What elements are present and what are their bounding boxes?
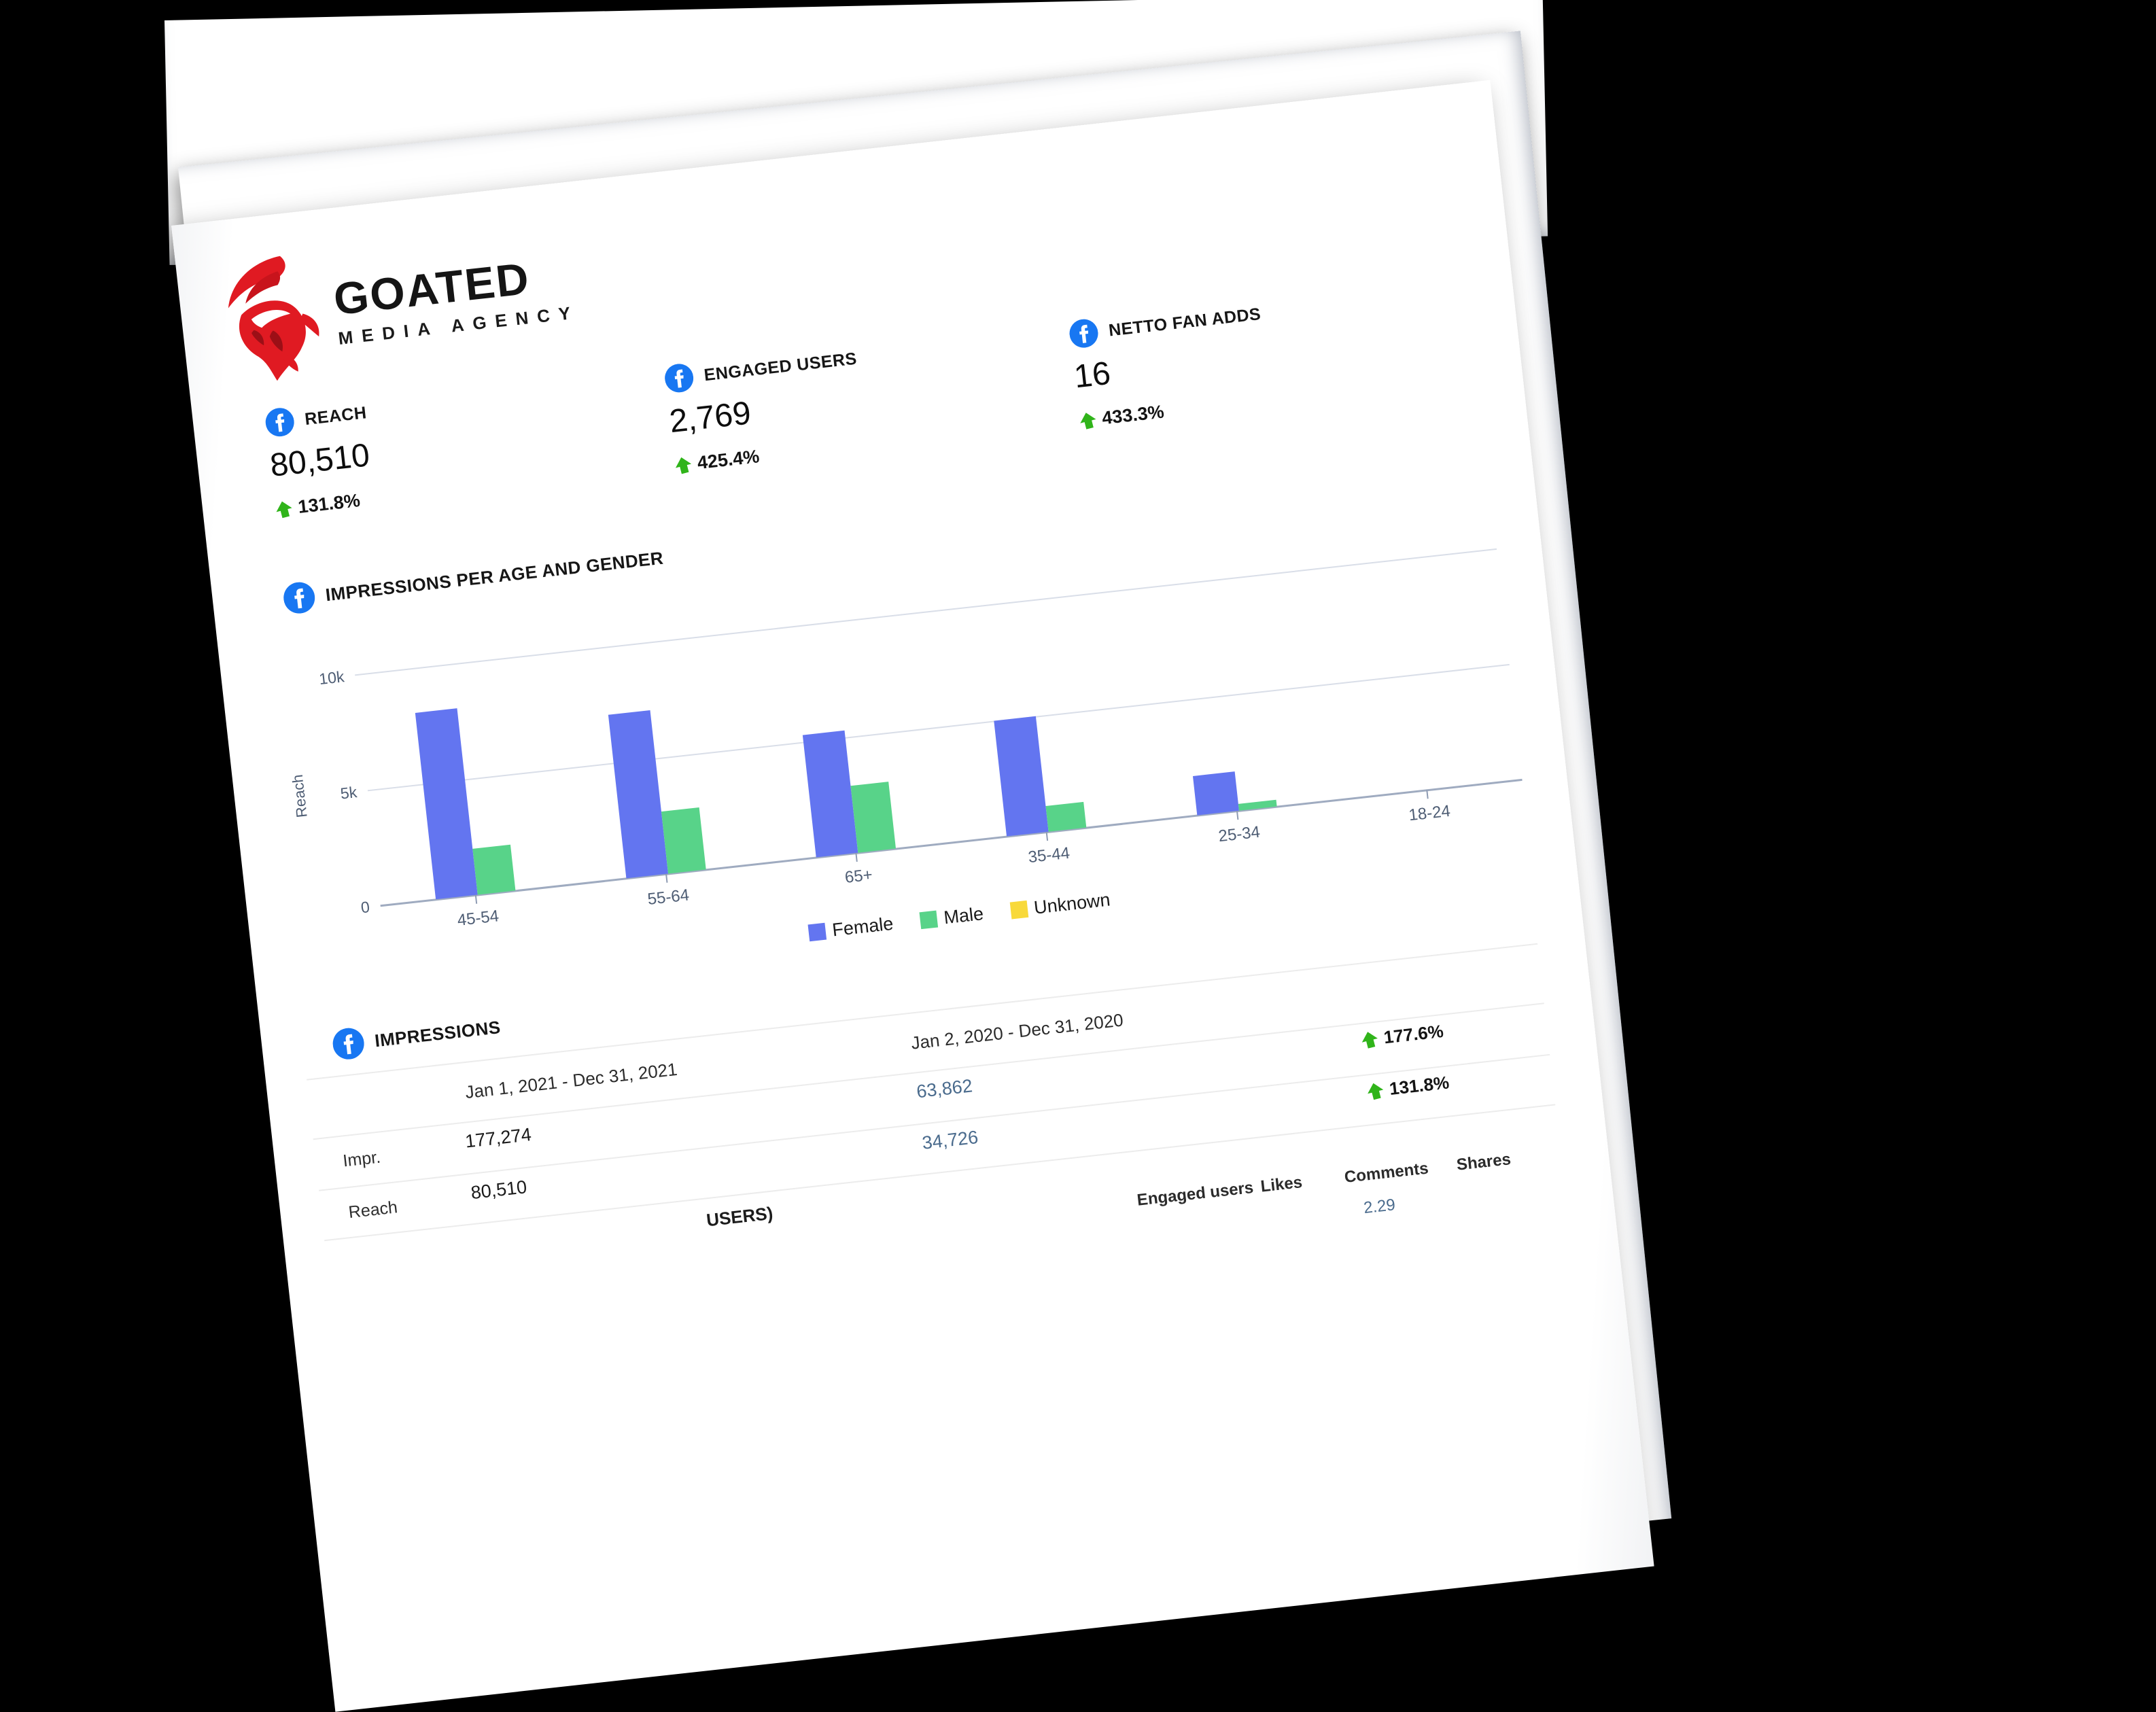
legend-item-unknown: Unknown	[1009, 890, 1111, 922]
y-tick-label: 5k	[339, 782, 358, 803]
posts-section-heading-partial: USERS)	[705, 1202, 774, 1231]
male-bar	[661, 807, 706, 874]
posts-first-value: 2.29	[1362, 1195, 1397, 1218]
facebook-icon	[281, 580, 317, 616]
section-title-text: IMPRESSIONS	[373, 1016, 502, 1051]
desktop-background: { "window": { "background": "#000000" },…	[164, 0, 1672, 1712]
posts-column-header: Shares	[1455, 1150, 1512, 1174]
x-category-label: 35-44	[1027, 843, 1071, 867]
up-arrow-icon	[274, 499, 294, 519]
legend-item-female: Female	[807, 913, 894, 944]
posts-column-header: Comments	[1343, 1159, 1429, 1187]
bar-group-55-64	[608, 706, 706, 879]
female-bar	[803, 730, 858, 858]
male-bar	[1045, 801, 1087, 832]
period-column-current: Jan 1, 2021 - Dec 31, 2021	[464, 1058, 678, 1103]
row-previous-value: 34,726	[921, 1126, 979, 1153]
legend-label: Unknown	[1032, 889, 1111, 918]
x-category-label: 45-54	[456, 907, 500, 930]
x-tick-mark	[1426, 790, 1429, 799]
row-current-value: 177,274	[464, 1124, 533, 1152]
row-change-value: 131.8%	[1388, 1072, 1450, 1099]
x-category-label: 55-64	[646, 886, 691, 909]
agency-logo: GOATED MEDIA AGENCY	[215, 222, 583, 391]
metric-change: 425.4%	[696, 446, 761, 474]
metric-netto-fan-adds: NETTO FAN ADDS 16 433.3%	[1068, 300, 1271, 432]
legend-swatch	[807, 922, 827, 942]
facebook-icon	[663, 362, 695, 394]
metric-value: 80,510	[268, 437, 372, 484]
y-tick-label: 0	[360, 898, 371, 917]
period-column-previous: Jan 2, 2020 - Dec 31, 2020	[909, 1009, 1124, 1053]
metric-reach: REACH 80,510 131.8%	[264, 398, 378, 520]
metric-value: 2,769	[667, 395, 753, 440]
legend-item-male: Male	[919, 903, 984, 931]
metric-value: 16	[1072, 355, 1113, 396]
female-bar	[1192, 771, 1239, 816]
legend-swatch	[919, 910, 939, 930]
goat-icon	[215, 249, 336, 391]
up-arrow-icon	[1078, 410, 1098, 430]
up-arrow-icon	[1359, 1029, 1380, 1049]
metric-change: 131.8%	[296, 490, 362, 517]
x-tick-mark	[1236, 811, 1238, 820]
chart-y-axis-label: Reach	[288, 773, 311, 819]
row-previous-value: 63,862	[915, 1075, 974, 1102]
x-category-label: 18-24	[1408, 801, 1452, 825]
legend-label: Male	[942, 903, 985, 928]
row-label: Reach	[347, 1198, 399, 1223]
facebook-icon	[1068, 317, 1100, 349]
posts-column-header: Likes	[1259, 1172, 1304, 1196]
section-title-text: IMPRESSIONS PER AGE AND GENDER	[324, 547, 665, 605]
male-bar	[850, 782, 897, 853]
x-tick-mark	[1045, 831, 1048, 841]
row-current-value: 80,510	[470, 1176, 528, 1204]
metric-label: ENGAGED USERS	[703, 349, 858, 385]
male-bar	[472, 844, 516, 895]
row-change-value: 177.6%	[1383, 1020, 1445, 1048]
metric-change: 433.3%	[1100, 401, 1166, 429]
legend-swatch	[1009, 900, 1028, 920]
x-category-label: 65+	[844, 865, 874, 887]
legend-label: Female	[831, 913, 894, 941]
gridline	[367, 663, 1510, 791]
posts-column-header: Engaged users	[1136, 1178, 1255, 1210]
facebook-icon	[264, 406, 296, 438]
metric-engaged-users: ENGAGED USERS 2,769 425.4%	[663, 345, 867, 476]
bar-group-45-54	[415, 704, 516, 900]
up-arrow-icon	[673, 455, 693, 475]
report-page: GOATED MEDIA AGENCY REACH 80,510 131.8% …	[171, 80, 1654, 1712]
row-change: 177.6%	[1359, 1021, 1444, 1051]
x-axis-line	[380, 778, 1523, 907]
chart-plot: 10k 5k 0 45-54 55-64 65+ 35-44 25-34 18-24	[318, 548, 1523, 930]
x-tick-mark	[855, 852, 858, 862]
female-bar	[608, 710, 668, 879]
row-change: 131.8%	[1366, 1072, 1450, 1102]
metric-label: REACH	[303, 402, 368, 429]
impressions-section-title: IMPRESSIONS	[331, 1011, 502, 1062]
metric-label: NETTO FAN ADDS	[1107, 304, 1262, 340]
up-arrow-icon	[1366, 1081, 1385, 1101]
x-category-label: 25-34	[1217, 822, 1262, 846]
female-bar	[994, 716, 1049, 837]
bar-group-65+	[803, 727, 897, 858]
age-gender-section-title: IMPRESSIONS PER AGE AND GENDER	[281, 542, 665, 616]
y-tick-label: 10k	[318, 667, 345, 688]
x-tick-mark	[665, 873, 667, 883]
agency-logo-text: GOATED MEDIA AGENCY	[331, 250, 580, 349]
x-tick-mark	[474, 894, 478, 904]
bar-group-35-44	[994, 712, 1087, 837]
female-bar	[415, 708, 478, 900]
facebook-icon	[331, 1026, 366, 1062]
row-label: Impr.	[342, 1147, 382, 1171]
